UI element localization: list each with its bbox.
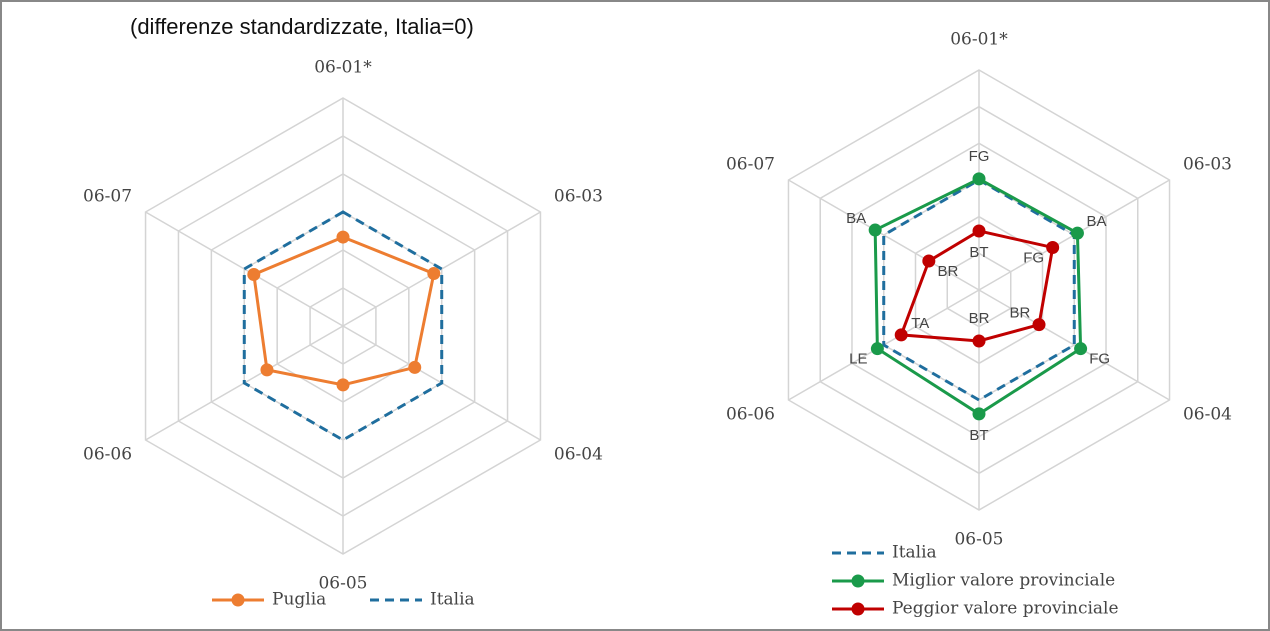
axis-label: 06-03: [1183, 155, 1232, 175]
series-line: [242, 210, 444, 442]
marker: [427, 267, 441, 281]
spoke: [978, 289, 1170, 401]
axis-label: 06-05: [318, 574, 367, 594]
legend-label: Puglia: [272, 590, 326, 610]
marker: [870, 342, 884, 356]
chart-title: (differenze standardizzate, Italia=0): [130, 14, 474, 39]
marker: [247, 268, 261, 282]
point-label: BA: [1086, 213, 1106, 230]
point-label: TA: [911, 315, 929, 332]
marker: [894, 328, 908, 342]
axis-label: 06-06: [83, 445, 132, 465]
axis-label: 06-03: [554, 187, 603, 207]
marker: [972, 407, 986, 421]
point-label: FG: [1089, 351, 1110, 368]
marker: [1046, 240, 1060, 254]
spoke: [788, 179, 980, 291]
legend-marker: [851, 602, 865, 616]
point-label: BA: [846, 210, 866, 227]
legend-label: Italia: [892, 543, 937, 563]
axis-label: 06-04: [554, 445, 603, 465]
marker: [1074, 342, 1088, 356]
point-label: BR: [1010, 305, 1031, 322]
axis-label: 06-01*: [314, 58, 372, 78]
marker: [408, 360, 422, 374]
point-label: FG: [1023, 249, 1044, 266]
marker: [260, 363, 274, 377]
marker: [1032, 318, 1046, 332]
marker: [972, 172, 986, 186]
marker: [868, 223, 882, 237]
series-line: [873, 177, 1083, 416]
point-label: BT: [969, 244, 988, 261]
marker: [972, 334, 986, 348]
marker: [336, 230, 350, 244]
axis-label: 06-06: [726, 405, 775, 425]
point-label: LE: [849, 351, 867, 368]
marker: [1070, 226, 1084, 240]
axis-label: 06-01*: [950, 30, 1008, 50]
axis-label: 06-07: [726, 155, 775, 175]
marker: [336, 378, 350, 392]
point-label: BR: [937, 263, 958, 280]
legend-marker: [231, 593, 245, 607]
point-label: FG: [969, 148, 990, 165]
axis-label: 06-05: [954, 530, 1003, 550]
legend-marker: [851, 574, 865, 588]
marker: [922, 254, 936, 268]
marker: [972, 224, 986, 238]
axis-label: 06-04: [1183, 405, 1232, 425]
point-label: BR: [969, 310, 990, 327]
axis-label: 06-07: [83, 187, 132, 207]
point-label: BT: [969, 427, 988, 444]
legend-label: Italia: [430, 590, 475, 610]
legend-label: Miglior valore provinciale: [892, 571, 1115, 591]
legend-label: Peggior valore provinciale: [892, 599, 1119, 619]
